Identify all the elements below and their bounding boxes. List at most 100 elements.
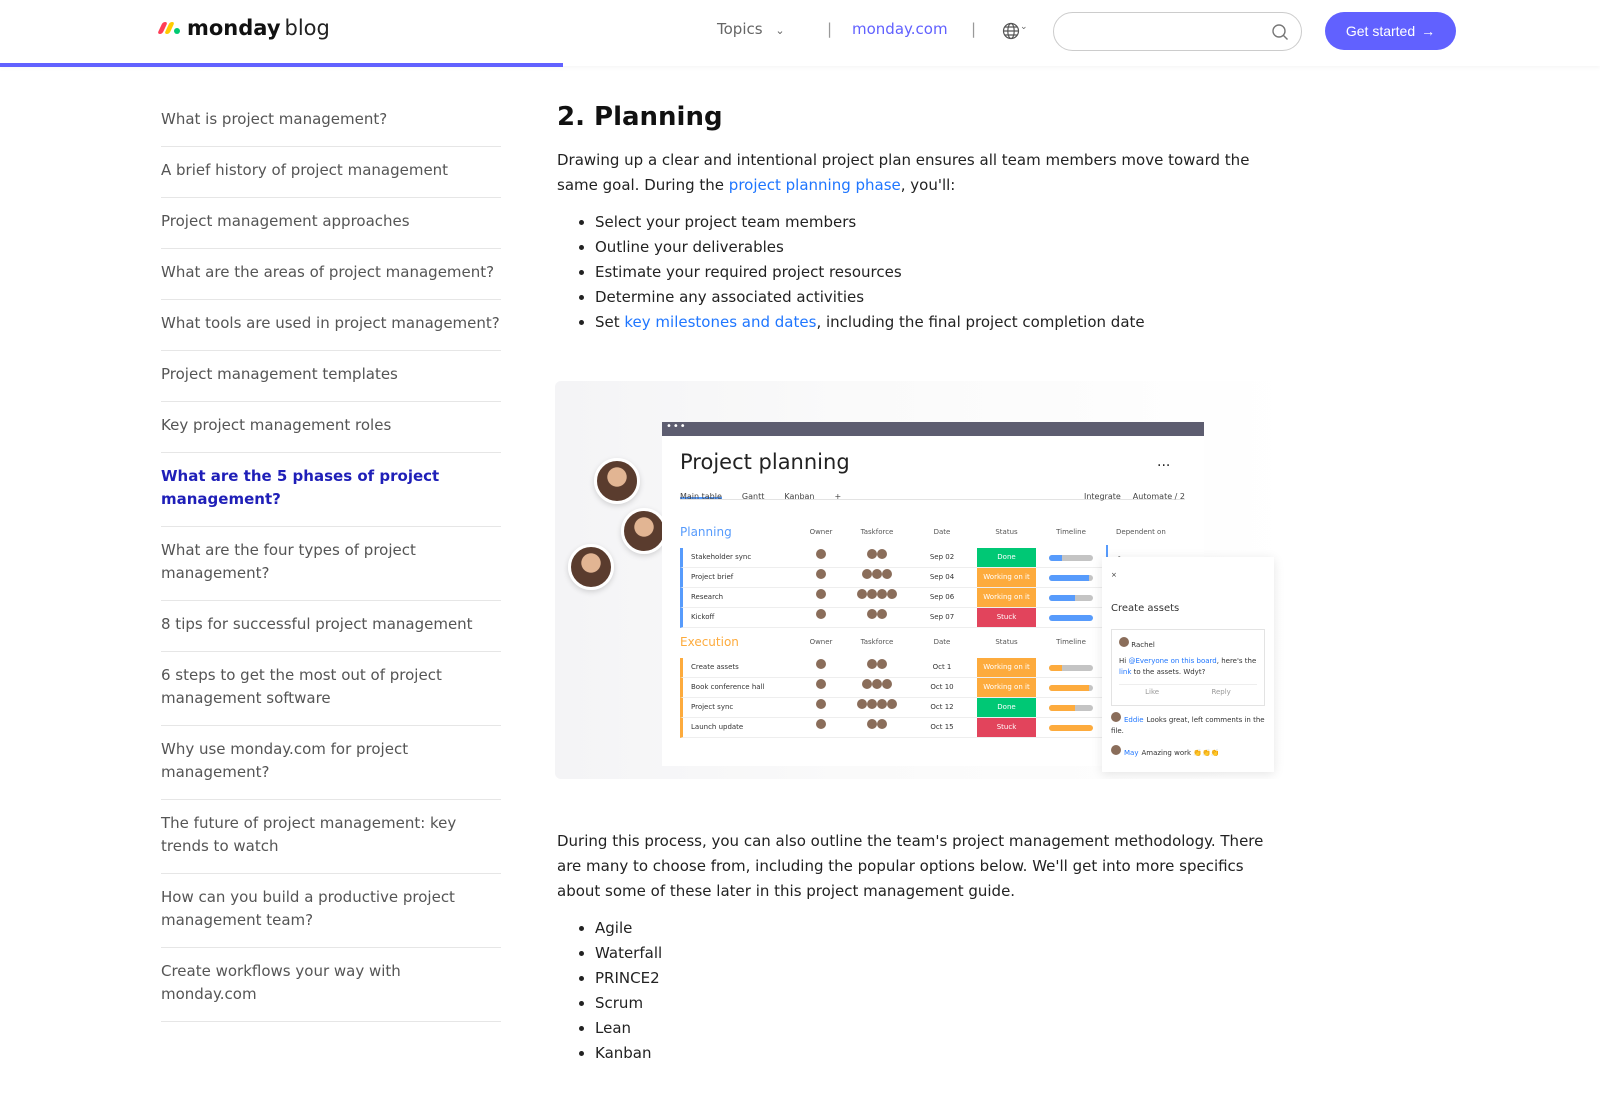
- taskforce: [847, 695, 907, 720]
- avatar: [1111, 745, 1121, 755]
- owner: [795, 655, 847, 680]
- search-box[interactable]: [1053, 12, 1302, 51]
- timeline: [1036, 554, 1106, 561]
- text: to the assets. Wdyt?: [1131, 668, 1206, 676]
- avatar: [816, 549, 826, 559]
- get-started-button[interactable]: Get started →: [1325, 12, 1456, 50]
- avatar: [872, 679, 882, 689]
- list-item: PRINCE2: [595, 966, 1277, 991]
- owner: [795, 585, 847, 610]
- group-header: Planning Owner Taskforce Date Status Timeline…: [680, 525, 1190, 548]
- search-input[interactable]: [1068, 13, 1268, 50]
- task-name: Project sync: [691, 703, 734, 711]
- column-header: Status: [995, 638, 1018, 646]
- toc-item[interactable]: Key project management roles: [161, 402, 501, 453]
- timeline-fill: [1049, 704, 1076, 711]
- date: Oct 15: [930, 723, 954, 731]
- comment-author: May: [1124, 749, 1139, 757]
- date: Oct 10: [930, 683, 954, 691]
- automate: Automate / 2: [1132, 492, 1185, 501]
- toc-item[interactable]: The future of project management: key tr…: [161, 800, 501, 874]
- board-tab: Gantt: [741, 492, 765, 501]
- toc-item[interactable]: How can you build a productive project m…: [161, 874, 501, 948]
- chevron-down-icon: ⌄: [1020, 22, 1028, 32]
- toc-item[interactable]: Create workflows your way with monday.co…: [161, 948, 501, 1022]
- topics-label: Topics: [717, 20, 763, 38]
- taskforce: [847, 715, 907, 740]
- column-header: Timeline: [1056, 638, 1086, 646]
- group-title: Planning: [680, 525, 732, 539]
- logo[interactable]: monday blog: [157, 16, 330, 40]
- get-started-label: Get started: [1345, 23, 1416, 39]
- avatar: [877, 719, 887, 729]
- toc-item[interactable]: What are the 5 phases of project managem…: [161, 453, 501, 527]
- date: Sep 02: [929, 553, 955, 561]
- text: Drawing up a clear and intentional proje…: [557, 151, 1250, 194]
- avatar: [568, 544, 614, 590]
- taskforce: [847, 565, 907, 590]
- toc-item[interactable]: What tools are used in project managemen…: [161, 300, 501, 351]
- author: Rachel: [1131, 641, 1155, 649]
- avatar: [857, 699, 867, 709]
- column-header: Status: [995, 528, 1018, 536]
- board-actions: Integrate Automate / 2: [1084, 484, 1185, 501]
- logo-brand: monday: [187, 16, 281, 40]
- column-header: Dependent on: [1116, 528, 1166, 536]
- avatar: [816, 659, 826, 669]
- text: , you'll:: [900, 176, 956, 194]
- toc-item[interactable]: A brief history of project management: [161, 147, 501, 198]
- chevron-down-icon: ⌄: [775, 24, 785, 37]
- avatar: [877, 659, 887, 669]
- list-item: Agile: [595, 916, 1277, 941]
- language-button[interactable]: ⌄: [1002, 22, 1028, 44]
- toc-item[interactable]: Why use monday.com for project managemen…: [161, 726, 501, 800]
- text: Set: [595, 313, 625, 331]
- timeline-fill: [1049, 724, 1093, 731]
- project-planning-link[interactable]: project planning phase: [728, 176, 901, 194]
- milestones-link[interactable]: key milestones and dates: [624, 313, 817, 331]
- avatar: [1119, 637, 1129, 647]
- timeline-fill: [1049, 614, 1093, 621]
- avatar: [867, 719, 877, 729]
- avatar: [862, 569, 872, 579]
- toc-item[interactable]: Project management templates: [161, 351, 501, 402]
- task-name: Create assets: [691, 663, 739, 671]
- monday-link[interactable]: monday.com: [852, 20, 948, 38]
- toc-item[interactable]: What are the four types of project manag…: [161, 527, 501, 601]
- avatar: [594, 458, 640, 504]
- toc-item[interactable]: What is project management?: [161, 96, 501, 147]
- timeline-fill: [1049, 594, 1076, 601]
- topics-menu[interactable]: Topics ⌄: [717, 20, 785, 38]
- project-planning-figure: ••• Project planning ··· Main table Gantt…: [555, 381, 1295, 779]
- reading-progress-bar: [0, 63, 563, 67]
- list-item: Outline your deliverables: [595, 235, 1277, 260]
- timeline-bar: [1049, 554, 1093, 561]
- logo-suffix: blog: [284, 16, 330, 40]
- toc-item[interactable]: What are the areas of project management…: [161, 249, 501, 300]
- avatar: [867, 659, 877, 669]
- date: Oct 12: [930, 703, 954, 711]
- timeline-bar: [1049, 664, 1093, 671]
- close-icon: ×: [1111, 571, 1117, 579]
- timeline: [1036, 574, 1106, 581]
- toc-item[interactable]: 8 tips for successful project management: [161, 601, 501, 652]
- date: Oct 1: [932, 663, 952, 671]
- owner: [795, 715, 847, 740]
- toc-item[interactable]: Project management approaches: [161, 198, 501, 249]
- taskforce: [847, 675, 907, 700]
- taskforce: [847, 545, 907, 570]
- column-header: Owner: [809, 528, 833, 536]
- search-icon[interactable]: [1271, 23, 1289, 41]
- avatar: [621, 508, 667, 554]
- group-title: Execution: [680, 635, 739, 649]
- list-item: Determine any associated activities: [595, 285, 1277, 310]
- list-item: Estimate your required project resources: [595, 260, 1277, 285]
- toc-item[interactable]: 6 steps to get the most out of project m…: [161, 652, 501, 726]
- timeline: [1036, 704, 1106, 711]
- task-name: Launch update: [691, 723, 744, 731]
- timeline: [1036, 594, 1106, 601]
- status-badge: Working on it: [977, 678, 1036, 697]
- timeline-fill: [1049, 684, 1089, 691]
